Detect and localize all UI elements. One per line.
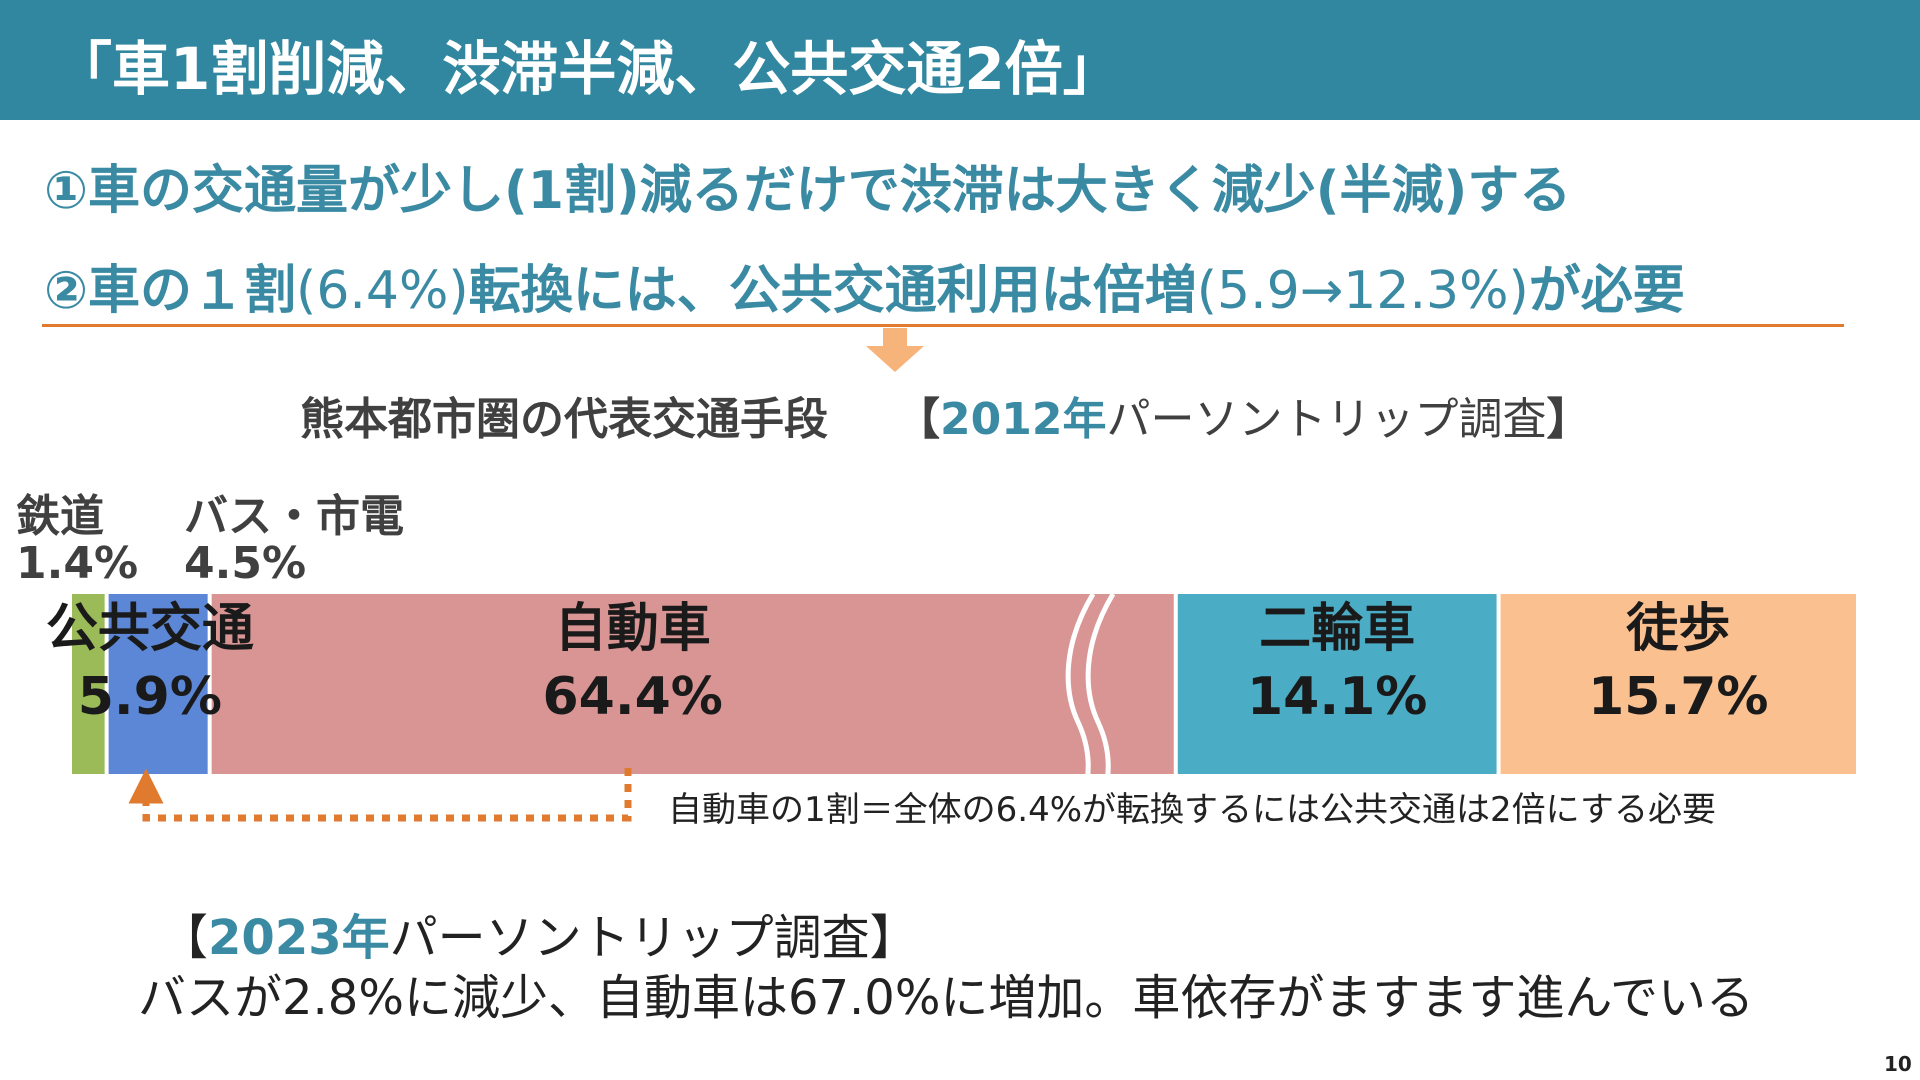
public-transport-label: 公共交通 bbox=[46, 599, 254, 659]
bus-tram-value: 4.5% bbox=[184, 538, 307, 589]
rail-value: 1.4% bbox=[16, 538, 139, 589]
transfer-arrow bbox=[128, 768, 632, 822]
survey-2023-year: 2023年 bbox=[208, 910, 390, 966]
bar-segment-3 bbox=[1177, 594, 1497, 774]
survey-2023-heading: 【2023年パーソントリップ調査】 bbox=[160, 898, 918, 968]
point-2-part-a: ②車の１割 bbox=[44, 261, 297, 321]
title-banner: 「車1割削減、渋滞半減、公共交通2倍」 bbox=[0, 0, 1920, 120]
point-1: ①車の交通量が少し(1割)減るだけで渋滞は大きく減少(半減)する bbox=[44, 161, 1572, 221]
survey-2023-bracket-close: 】 bbox=[869, 910, 918, 966]
segment-value-4: 15.7% bbox=[1588, 667, 1768, 727]
segment-label-2: 自動車 bbox=[555, 599, 711, 659]
bus-tram-label: バス・市電 bbox=[184, 491, 404, 542]
segment-label-3: 二輪車 bbox=[1259, 599, 1415, 659]
axis-break-mark bbox=[1065, 592, 1096, 832]
point-2: ②車の１割(6.4%)転換には、公共交通利用は倍増(5.9→12.3%)が必要 bbox=[44, 248, 1685, 323]
stacked-bar-chart: 公共交通 5.9% 自動車 64.4% 二輪車 14.1% 徒歩 15.7% bbox=[46, 592, 1856, 832]
chart-title-bracket-close: 】 bbox=[1546, 394, 1591, 445]
point-2-part-e: が必要 bbox=[1528, 261, 1685, 321]
chart-title-main: 熊本都市圏の代表交通手段 bbox=[300, 394, 828, 445]
point-2-part-d: (5.9→12.3%) bbox=[1196, 261, 1529, 321]
segment-label-4: 徒歩 bbox=[1625, 599, 1730, 659]
bar-segment-4 bbox=[1500, 594, 1856, 774]
bar-segment-1 bbox=[108, 594, 208, 774]
survey-2023-summary: バスが2.8%に減少、自動車は67.0%に増加。車依存がますます進んでいる bbox=[138, 970, 1755, 1026]
down-arrow-icon bbox=[866, 328, 924, 372]
chart-title-bracket-open: 【 bbox=[896, 394, 940, 445]
bar-segment-2 bbox=[211, 594, 1174, 774]
axis-break-mark-2 bbox=[1085, 592, 1116, 832]
point-2-part-c: 転換には、公共交通利用は倍増 bbox=[468, 261, 1197, 321]
rail-label: 鉄道 bbox=[16, 491, 104, 542]
bar-segment-0 bbox=[72, 594, 105, 774]
slide-title: 「車1割削減、渋滞半減、公共交通2倍」 bbox=[54, 35, 1121, 103]
chart-title-survey: パーソントリップ調査 bbox=[1106, 394, 1547, 445]
segment-value-3: 14.1% bbox=[1247, 667, 1427, 727]
transfer-note: 自動車の1割＝全体の6.4%が転換するには公共交通は2倍にする必要 bbox=[668, 790, 1716, 830]
page-number: 10 bbox=[1884, 1052, 1912, 1076]
survey-2023-title: パーソントリップ調査 bbox=[389, 910, 870, 966]
segment-value-2: 64.4% bbox=[543, 667, 723, 727]
chart-title-year: 2012年 bbox=[940, 394, 1107, 445]
public-transport-value: 5.9% bbox=[78, 667, 222, 727]
divider-line bbox=[42, 324, 1844, 327]
chart-title: 熊本都市圏の代表交通手段 【2012年パーソントリップ調査】 bbox=[300, 383, 1590, 447]
point-2-part-b: (6.4%) bbox=[296, 261, 469, 321]
survey-2023-bracket-open: 【 bbox=[160, 910, 209, 966]
